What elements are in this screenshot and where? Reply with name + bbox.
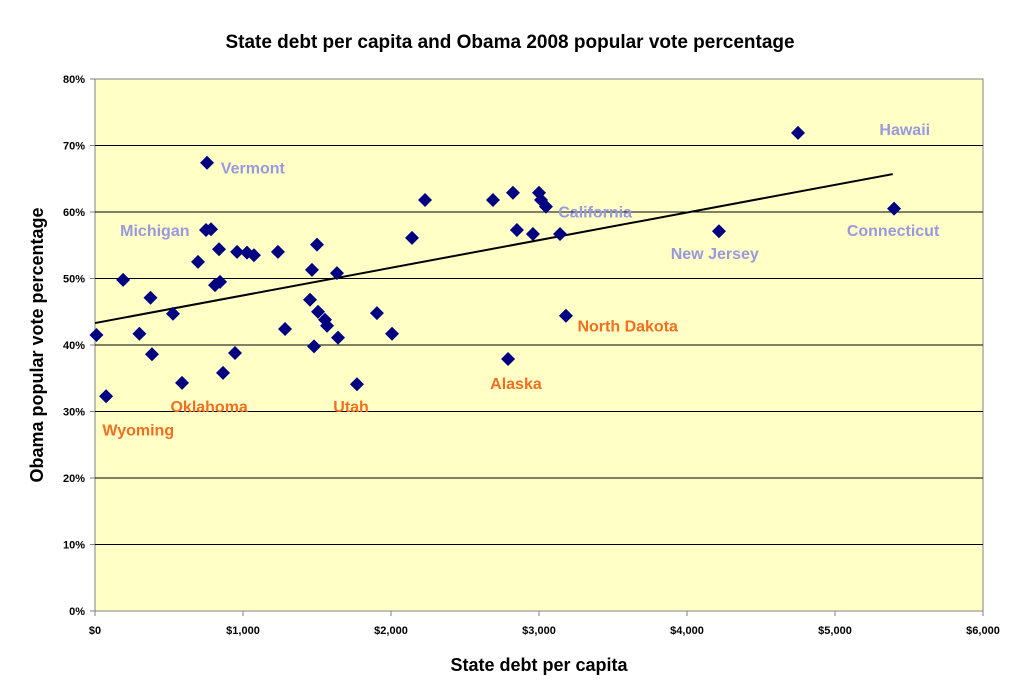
data-point: [230, 244, 245, 259]
chart-title: State debt per capita and Obama 2008 pop…: [225, 32, 794, 53]
data-point: [711, 224, 726, 239]
data-point: [385, 326, 400, 341]
data-point: [216, 365, 231, 380]
gridlines: [95, 145, 983, 545]
x-tick-label: $1,000: [226, 625, 260, 637]
data-point: [246, 248, 261, 263]
data-point: [191, 254, 206, 269]
data-point: [278, 322, 293, 337]
x-tick-label: $0: [89, 625, 101, 637]
data-point: [116, 272, 131, 287]
data-point: [144, 347, 159, 362]
x-tick-label: $6,000: [966, 625, 1000, 637]
data-point: [538, 199, 553, 214]
data-point: [791, 125, 805, 140]
data-point: [307, 339, 322, 354]
data-point: [501, 351, 516, 366]
y-tick-label: 40%: [63, 340, 85, 352]
data-point: [204, 222, 219, 237]
x-tick-label: $2,000: [374, 625, 408, 637]
data-point: [200, 155, 215, 170]
x-tick-label: $5,000: [818, 625, 852, 637]
state-label: California: [558, 204, 632, 221]
x-tick-label: $3,000: [522, 625, 556, 637]
data-points: [89, 125, 902, 404]
x-tick-label: $4,000: [670, 625, 704, 637]
y-tick-label: 30%: [63, 407, 85, 419]
data-point: [212, 242, 227, 257]
state-label: Connecticut: [847, 223, 940, 240]
data-point: [558, 308, 573, 323]
data-point: [303, 292, 318, 307]
data-point: [99, 389, 114, 404]
state-label: New Jersey: [671, 246, 759, 263]
y-tick-label: 50%: [63, 274, 85, 286]
y-axis-label: Obama popular vote percentage: [27, 207, 47, 482]
state-label: Oklahoma: [170, 399, 247, 416]
data-point: [310, 237, 324, 252]
data-point: [165, 306, 180, 321]
data-point: [304, 262, 319, 277]
annotations: Hawaii Connecticut New Jersey California Ver…: [102, 122, 940, 440]
data-point: [228, 345, 243, 360]
data-point: [143, 290, 158, 305]
data-point: [485, 193, 500, 208]
data-point: [418, 193, 433, 208]
data-point: [509, 222, 524, 237]
y-tick-label: 20%: [63, 473, 85, 485]
data-point: [369, 306, 384, 321]
data-point: [89, 328, 104, 343]
state-label: Utah: [333, 399, 369, 416]
y-tick-label: 10%: [63, 540, 85, 552]
state-label: Michigan: [120, 223, 189, 240]
x-axis-ticks: $0 $1,000 $2,000 $3,000 $4,000 $5,000 $6,000: [89, 611, 1000, 637]
state-label: Vermont: [221, 160, 286, 177]
data-point: [175, 375, 190, 390]
data-point: [132, 326, 147, 341]
y-tick-label: 80%: [63, 74, 85, 86]
data-point: [331, 330, 346, 345]
data-point: [525, 226, 540, 241]
data-point: [349, 377, 364, 392]
state-label: Hawaii: [879, 122, 930, 139]
x-axis-label: State debt per capita: [450, 655, 628, 675]
data-point: [270, 244, 285, 259]
y-tick-label: 0%: [69, 606, 85, 618]
state-label: North Dakota: [577, 319, 678, 336]
data-point: [553, 226, 568, 241]
data-point: [320, 318, 335, 333]
data-point: [505, 185, 520, 200]
state-label: Wyoming: [102, 422, 174, 439]
data-point: [405, 230, 420, 245]
data-point: [329, 266, 344, 281]
y-tick-label: 70%: [63, 141, 85, 153]
y-tick-label: 60%: [63, 207, 85, 219]
data-point: [311, 304, 326, 319]
state-label: Alaska: [490, 376, 542, 393]
data-point: [887, 201, 902, 216]
data-point: [213, 274, 228, 289]
y-axis-ticks: 0% 10% 20% 30% 40% 50% 60% 70% 80%: [63, 74, 95, 618]
trendline: [94, 173, 893, 325]
